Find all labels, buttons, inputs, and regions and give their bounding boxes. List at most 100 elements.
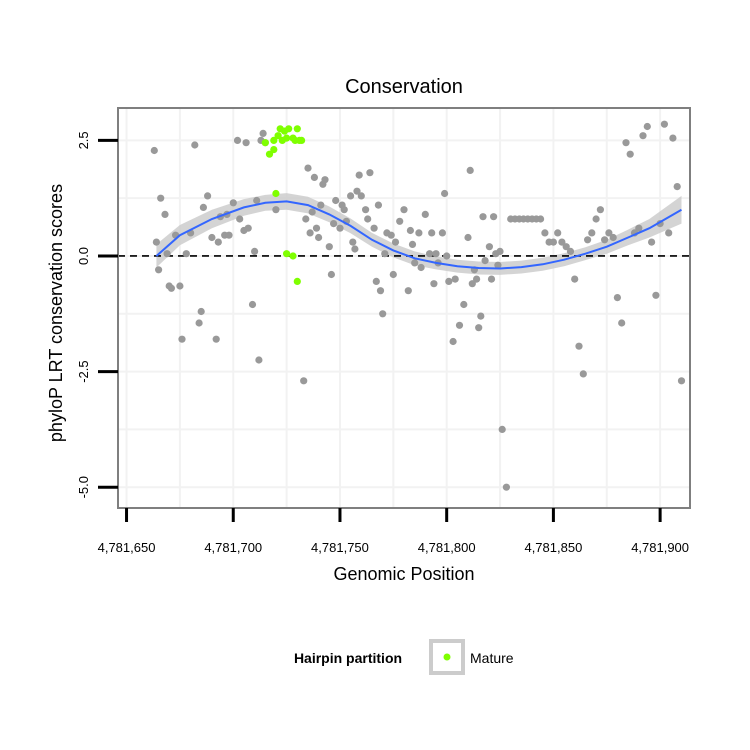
- data-point-other: [364, 215, 372, 223]
- data-point-mature: [270, 136, 278, 144]
- data-point-other: [214, 238, 222, 246]
- data-point-other: [406, 226, 414, 235]
- data-point-other: [336, 224, 344, 232]
- data-point-other: [167, 284, 175, 292]
- data-point-other: [652, 291, 660, 299]
- data-point-other: [150, 146, 158, 155]
- data-point-mature: [293, 277, 301, 285]
- data-point-mature: [272, 189, 280, 198]
- legend-entry-mature-label: Mature: [470, 650, 514, 666]
- data-point-other: [660, 120, 669, 128]
- data-point-other: [673, 183, 681, 191]
- data-point-other: [355, 171, 363, 179]
- data-point-mature: [283, 134, 291, 142]
- data-point-other: [669, 134, 677, 142]
- data-point-other: [411, 259, 419, 267]
- data-point-other: [229, 199, 237, 207]
- data-point-other: [566, 247, 575, 255]
- data-point-other: [157, 194, 165, 202]
- x-axis-label: Genomic Position: [333, 564, 474, 584]
- data-point-other: [251, 247, 259, 255]
- y-tick-label: 2.5: [76, 131, 91, 149]
- x-tick-label: 4,781,900: [631, 540, 689, 555]
- data-point-other: [376, 287, 385, 295]
- data-point-other: [233, 136, 242, 144]
- data-point-other: [191, 141, 199, 149]
- data-point-other: [366, 169, 374, 177]
- data-point-other: [537, 215, 545, 223]
- data-point-other: [464, 233, 472, 242]
- data-point-other: [163, 250, 171, 258]
- data-point-other: [155, 266, 163, 274]
- data-point-other: [443, 252, 451, 260]
- x-tick-label: 4,781,750: [311, 540, 369, 555]
- data-point-other: [438, 229, 446, 237]
- data-point-other: [677, 377, 686, 385]
- data-point-other: [466, 166, 474, 174]
- data-point-mature: [289, 252, 297, 260]
- data-point-other: [351, 245, 359, 253]
- data-point-other: [455, 321, 464, 329]
- data-point-mature: [261, 139, 269, 147]
- data-point-other: [349, 238, 357, 246]
- data-point-other: [272, 206, 280, 214]
- data-point-other: [485, 243, 493, 251]
- data-point-other: [310, 173, 318, 181]
- data-point-other: [502, 483, 510, 491]
- data-point-other: [626, 150, 634, 158]
- data-point-other: [199, 203, 207, 211]
- data-point-other: [562, 243, 570, 251]
- data-point-other: [317, 201, 325, 209]
- data-point-other: [374, 201, 382, 209]
- y-tick-label: -5.0: [76, 476, 91, 498]
- data-point-other: [468, 280, 476, 288]
- data-points: [150, 120, 686, 491]
- data-point-other: [396, 217, 404, 225]
- legend-title: Hairpin partition: [294, 650, 402, 666]
- data-point-other: [391, 238, 400, 246]
- data-point-other: [308, 208, 316, 216]
- data-point-other: [152, 238, 160, 246]
- data-point-other: [161, 210, 169, 218]
- y-tick-label: 0.0: [76, 247, 91, 265]
- data-point-other: [487, 275, 496, 283]
- data-point-other: [451, 275, 459, 283]
- data-point-other: [372, 277, 380, 285]
- data-point-other: [255, 356, 263, 364]
- data-point-other: [622, 139, 630, 147]
- data-point-mature: [293, 125, 301, 133]
- plot-border: [117, 107, 691, 509]
- data-point-other: [195, 319, 203, 327]
- legend: Hairpin partition Mature: [294, 639, 514, 675]
- data-point-other: [340, 206, 348, 214]
- data-point-other: [549, 238, 558, 246]
- data-point-other: [490, 213, 498, 221]
- data-point-other: [558, 238, 566, 246]
- x-tick-label: 4,781,650: [98, 540, 156, 555]
- data-point-other: [302, 215, 310, 223]
- x-tick-label: 4,781,800: [418, 540, 476, 555]
- data-point-other: [460, 300, 468, 309]
- data-point-other: [208, 233, 216, 242]
- data-point-other: [325, 243, 333, 251]
- data-point-other: [473, 275, 481, 283]
- data-point-other: [347, 192, 355, 200]
- data-point-other: [304, 164, 312, 172]
- data-point-other: [178, 335, 186, 343]
- data-point-other: [389, 270, 397, 279]
- data-point-other: [477, 312, 485, 320]
- data-point-other: [300, 377, 308, 385]
- chart-title: Conservation: [345, 76, 463, 98]
- data-point-other: [197, 307, 205, 316]
- data-point-other: [182, 250, 190, 258]
- data-point-other: [176, 282, 184, 290]
- data-point-other: [445, 277, 453, 285]
- data-point-other: [584, 236, 592, 244]
- data-point-other: [327, 270, 335, 279]
- data-point-mature: [283, 250, 291, 258]
- smooth-trend-path: [155, 200, 682, 270]
- data-point-other: [449, 337, 457, 346]
- y-axis-label: phyloP LRT conservation scores: [46, 184, 66, 442]
- data-point-other: [253, 196, 261, 205]
